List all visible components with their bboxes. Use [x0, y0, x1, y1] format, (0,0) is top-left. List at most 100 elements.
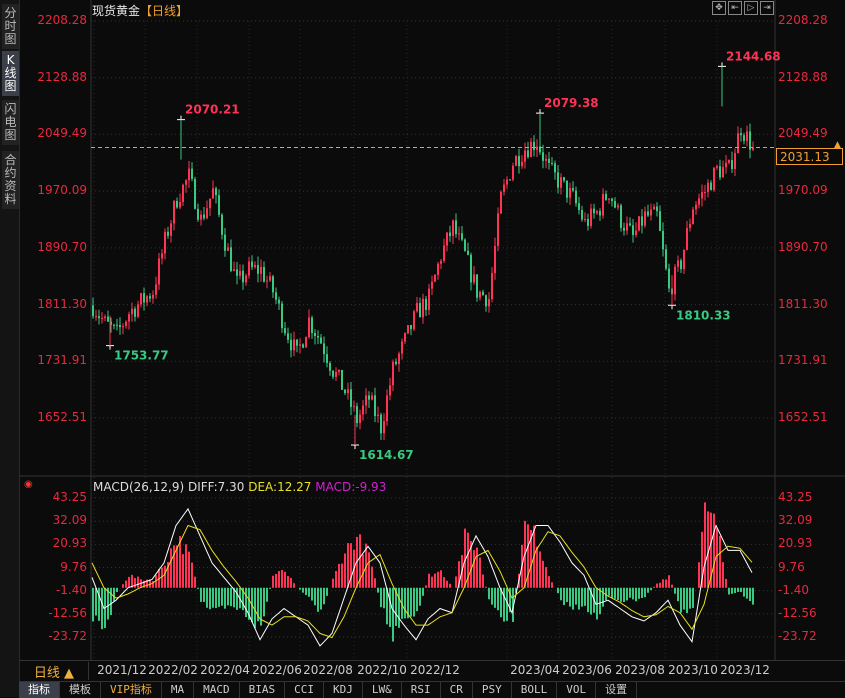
macd-histogram-bar	[152, 581, 154, 588]
macd-histogram-bar	[191, 562, 193, 588]
macd-histogram-bar	[254, 587, 256, 629]
price-tick-label: 1970.09	[37, 183, 87, 198]
candle-body	[710, 182, 712, 191]
candle-body	[353, 406, 355, 408]
indicator-tab[interactable]: KDJ	[324, 682, 363, 698]
scroll-up-icon[interactable]: ▲	[834, 140, 841, 150]
candle-body	[494, 245, 496, 274]
crosshair-icon[interactable]: ✥	[712, 1, 726, 15]
candle-body	[473, 274, 475, 283]
candle-body	[608, 198, 610, 200]
candle-body	[563, 177, 565, 181]
date-tick-label: 2023/08	[615, 663, 665, 677]
candle-body	[146, 296, 148, 303]
macd-histogram-bar	[470, 541, 472, 588]
indicator-settings-icon[interactable]: ◉	[24, 479, 33, 490]
candle-body	[641, 216, 643, 226]
candle-body	[596, 211, 598, 214]
candle-body	[410, 325, 412, 330]
indicator-tab[interactable]: CCI	[285, 682, 324, 698]
macd-histogram-bar	[566, 587, 568, 603]
date-tick-label: 2023/10	[668, 663, 718, 677]
macd-histogram-bar	[197, 587, 199, 589]
price-tick-label: 2049.49	[37, 126, 87, 141]
candle-body	[545, 158, 547, 161]
indicator-tab[interactable]: CR	[441, 682, 473, 698]
macd-histogram-bar	[137, 576, 139, 588]
indicator-tab[interactable]: 模板	[60, 682, 101, 698]
candle-body	[140, 293, 142, 305]
macd-histogram-bar	[110, 587, 112, 616]
indicator-tab[interactable]: VOL	[557, 682, 597, 698]
indicator-tab[interactable]: BOLL	[512, 682, 558, 698]
candle-body	[179, 202, 181, 208]
macd-value: MACD:-9.93	[315, 480, 387, 494]
macd-histogram-bar	[260, 587, 262, 626]
macd-histogram-bar	[245, 587, 247, 618]
indicator-tab[interactable]: RSI	[402, 682, 441, 698]
candle-body	[191, 168, 193, 179]
macd-histogram-bar	[752, 587, 754, 605]
zoom-right-icon[interactable]: ▷	[744, 1, 758, 15]
candle-body	[242, 270, 244, 283]
indicator-tab[interactable]: 设置	[596, 682, 638, 698]
macd-histogram-bar	[347, 543, 349, 588]
macd-histogram-bar	[539, 551, 541, 588]
macd-histogram-bar	[668, 575, 670, 588]
macd-histogram-bar	[284, 571, 286, 588]
macd-histogram-bar	[617, 587, 619, 600]
candle-body	[707, 182, 709, 193]
macd-histogram-bar	[563, 587, 565, 606]
macd-histogram-bar	[398, 587, 400, 628]
indicator-tab[interactable]: PSY	[473, 682, 512, 698]
date-tick-label: 2022/06	[252, 663, 302, 677]
indicator-tab[interactable]: BIAS	[240, 682, 286, 698]
sidebar-tab-flash[interactable]: 闪电图	[2, 100, 19, 145]
macd-histogram-bar	[479, 557, 481, 588]
sidebar-tab-contract[interactable]: 合约资料	[2, 151, 19, 209]
macd-histogram-bar	[701, 531, 703, 588]
sidebar: 分时图 K线图 闪电图 合约资料	[0, 0, 20, 697]
macd-histogram-bar	[368, 552, 370, 588]
candle-body	[110, 321, 112, 325]
macd-histogram-bar	[320, 587, 322, 610]
macd-histogram-bar	[557, 587, 559, 594]
macd-histogram-bar	[542, 560, 544, 588]
candle-body	[470, 254, 472, 283]
macd-histogram-bar	[134, 578, 136, 588]
candle-body	[725, 162, 727, 168]
move-right-icon[interactable]: ⇥	[760, 1, 774, 15]
indicator-tab[interactable]: 指标	[19, 682, 60, 698]
bracket: 【	[140, 4, 153, 18]
candle-body	[647, 211, 649, 216]
macd-histogram-bar	[746, 587, 748, 599]
date-axis	[19, 660, 845, 681]
date-tick-label: 2023/12	[720, 663, 770, 677]
candle-body	[176, 200, 178, 208]
macd-histogram-bar	[161, 567, 163, 588]
candle-body	[683, 249, 685, 270]
candle-body	[119, 325, 121, 328]
indicator-tab[interactable]: LW&	[363, 682, 402, 698]
macd-histogram-bar	[266, 587, 268, 602]
indicator-tab[interactable]: MA	[162, 682, 195, 698]
indicator-tab[interactable]: MACD	[194, 682, 240, 698]
candle-body	[371, 395, 373, 400]
sidebar-tab-timeshare[interactable]: 分时图	[2, 4, 19, 49]
candle-body	[164, 231, 166, 254]
candle-body	[452, 220, 454, 237]
sidebar-tab-kline[interactable]: K线图	[2, 51, 19, 96]
macd-histogram-bar	[650, 587, 652, 591]
candle-body	[440, 260, 442, 264]
candle-body	[566, 180, 568, 198]
zoom-left-icon[interactable]: ⇤	[728, 1, 742, 15]
period-button[interactable]: 日线 ▲	[20, 662, 89, 681]
candle-body	[203, 214, 205, 219]
candle-body	[125, 321, 127, 327]
candle-body	[524, 150, 526, 162]
macd-histogram-bar	[113, 587, 115, 601]
indicator-tab[interactable]: VIP指标	[101, 682, 162, 698]
candle-body	[650, 209, 652, 216]
macd-histogram-bar	[371, 566, 373, 588]
